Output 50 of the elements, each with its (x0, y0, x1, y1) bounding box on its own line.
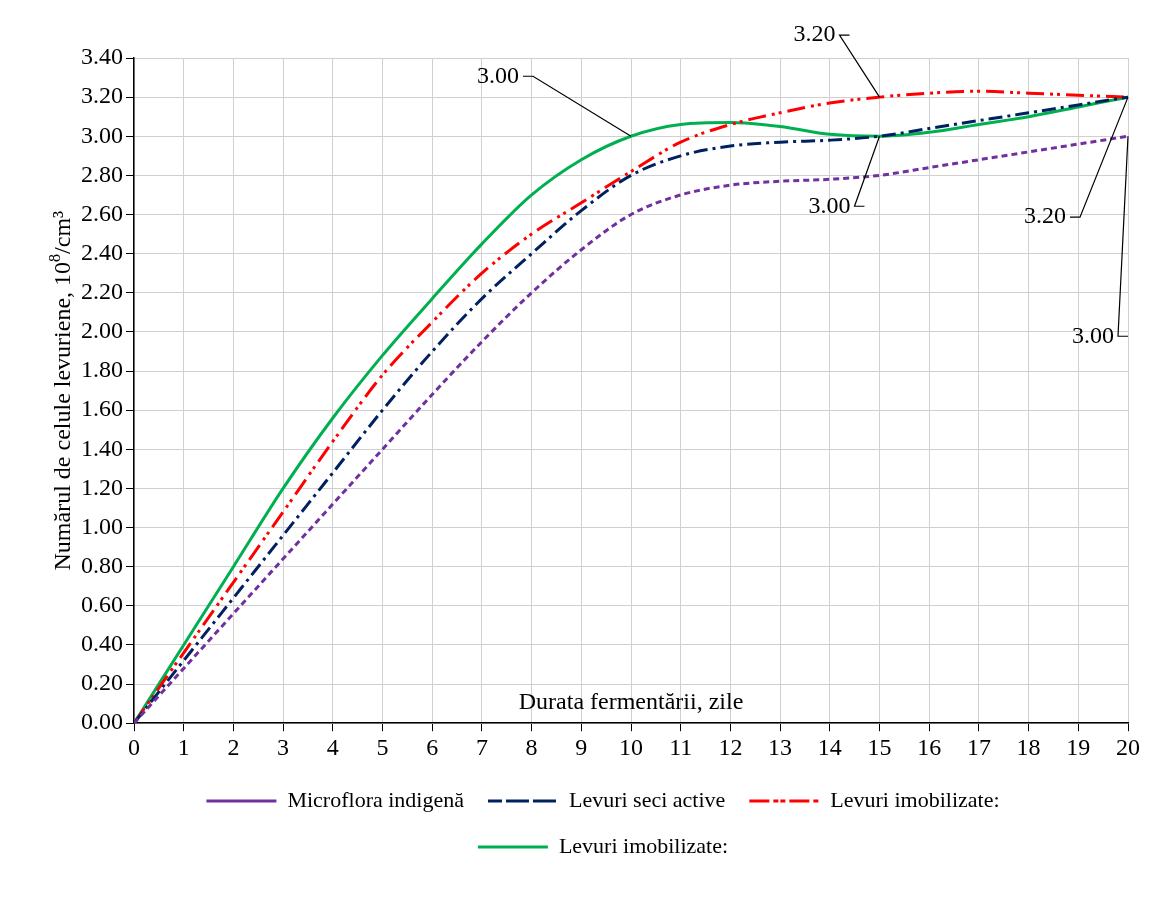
x-tick-label: 9 (575, 733, 588, 760)
x-tick-label: 8 (525, 733, 538, 760)
legend-label: Levuri imobilizate: (558, 832, 729, 858)
x-tick-label: 11 (669, 733, 693, 760)
x-tick-label: 13 (768, 733, 793, 760)
y-tick-label: 2.80 (81, 160, 123, 187)
annotation: 3.20 (793, 20, 836, 47)
y-tick-label: 1.20 (81, 473, 123, 500)
y-tick-label: 2.40 (81, 238, 123, 265)
x-tick-label: 10 (619, 733, 643, 760)
x-tick-label: 0 (128, 733, 140, 760)
legend-label: Microflora indigenă (287, 786, 465, 812)
annotation: 3.00 (808, 191, 851, 218)
legend-label: Levuri imobilizate: (830, 786, 1000, 812)
x-tick-label: 5 (376, 733, 389, 760)
legend-label: Levuri seci active (568, 786, 726, 812)
annotation: 3.00 (1072, 321, 1114, 348)
annotation: 3.00 (477, 61, 519, 88)
y-tick-label: 0.00 (81, 708, 123, 735)
annotation: 3.20 (1024, 202, 1066, 229)
y-tick-label: 3.40 (81, 43, 123, 70)
y-tick-label: 2.00 (81, 317, 123, 344)
x-tick-label: 12 (718, 733, 743, 760)
y-tick-label: 0.80 (81, 551, 123, 578)
x-tick-label: 16 (917, 733, 942, 760)
x-tick-label: 17 (966, 733, 991, 760)
y-tick-label: 3.20 (81, 82, 123, 109)
x-tick-label: 14 (817, 733, 842, 760)
y-axis-title: Numărul de celule levuriene, 108/cm³ (46, 210, 75, 571)
x-tick-label: 7 (475, 733, 488, 760)
y-tick-label: 1.80 (81, 356, 123, 383)
x-tick-label: 15 (867, 733, 892, 760)
y-tick-label: 3.00 (81, 121, 123, 148)
x-tick-label: 4 (326, 733, 339, 760)
x-tick-label: 2 (227, 733, 240, 760)
x-tick-label: 3 (277, 733, 290, 760)
y-tick-label: 0.40 (81, 630, 123, 657)
y-tick-label: 2.60 (81, 199, 123, 226)
y-tick-label: 0.60 (81, 591, 123, 618)
x-tick-label: 20 (1116, 733, 1140, 760)
x-tick-label: 18 (1016, 733, 1041, 760)
x-tick-label: 6 (426, 733, 439, 760)
y-tick-label: 1.60 (81, 395, 123, 422)
x-axis-title: Durata fermentării, zile (518, 688, 744, 715)
y-tick-label: 2.20 (81, 278, 123, 305)
y-tick-label: 0.20 (81, 669, 123, 696)
y-tick-label: 1.00 (81, 512, 123, 539)
x-tick-label: 19 (1066, 733, 1091, 760)
x-tick-label: 1 (177, 733, 190, 760)
y-tick-label: 1.40 (81, 434, 123, 461)
